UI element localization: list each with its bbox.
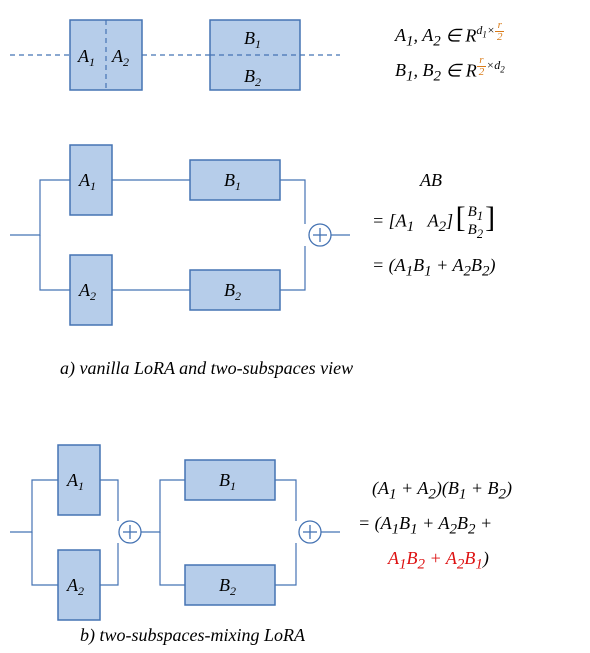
wire-mix-b1-plus2 — [275, 480, 296, 521]
mix-math-line2: = (A1B1 + A2B2 + — [358, 513, 492, 539]
dim-line2: B1, B2 ∈ Rr2×d2 — [395, 55, 505, 86]
wire-mix-a2-plus1 — [100, 543, 118, 585]
wire-mix-b2-plus2 — [275, 543, 296, 585]
wire-mix-in-a1 — [10, 480, 58, 532]
caption-b: b) two-subspaces-mixing LoRA — [80, 625, 305, 646]
panel-top: A1 A2 B1 B2 — [10, 20, 340, 90]
wire-mix-a1-plus1 — [100, 480, 118, 521]
mix-math-line1: (A1 + A2)(B1 + B2) — [372, 478, 512, 504]
dim-line1: A1, A2 ∈ Rd1×r2 — [395, 20, 504, 51]
wire-mix-plus1-b1 — [141, 480, 185, 532]
dim-B2: B2 — [423, 60, 442, 80]
panel-lora: A1 A2 B1 B2 — [10, 145, 350, 325]
dim-B1: B1 — [395, 60, 414, 80]
lora-math-line1: AB — [420, 170, 442, 191]
frac-2-bot: 2 — [477, 67, 487, 78]
wire-in-a2 — [40, 235, 70, 290]
dim-A2: A2 — [422, 25, 441, 45]
diagram-svg: A1 A2 B1 B2 A1 A2 B1 B2 — [0, 0, 590, 648]
diagram-stage: A1 A2 B1 B2 A1 A2 B1 B2 — [0, 0, 590, 648]
wire-in-a1 — [10, 180, 70, 235]
frac-2-top: 2 — [495, 32, 505, 43]
caption-a: a) vanilla LoRA and two-subspaces view — [60, 358, 353, 379]
dim-A1: A1 — [395, 25, 414, 45]
lora-math-line2: = [A1 A2] [ ] B1 B2 — [372, 205, 493, 240]
mix-math-line3: A1B2 + A2B1) — [388, 548, 489, 574]
wire-mix-in-a2 — [32, 532, 58, 585]
lora-math-line3: = (A1B1 + A2B2) — [372, 255, 495, 281]
wire-b2-plus — [280, 246, 305, 290]
wire-mix-plus1-b2 — [160, 532, 185, 585]
panel-mix: A1 A2 B1 B2 — [10, 445, 340, 620]
wire-b1-plus — [280, 180, 305, 224]
